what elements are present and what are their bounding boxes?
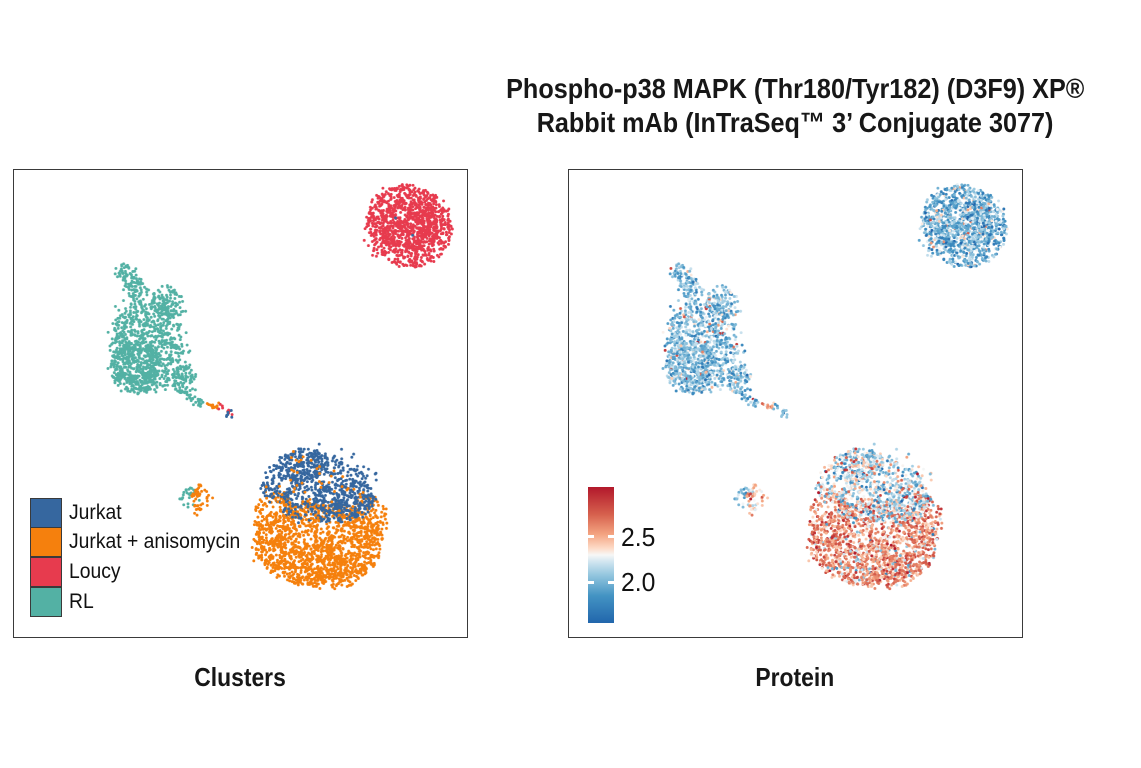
legend-swatch-rl (30, 586, 62, 617)
legend-swatch-jurkat-anisomycin (30, 527, 62, 558)
legend-item-rl: RL (30, 586, 255, 617)
protein-panel (568, 169, 1023, 638)
figure-title-line-2: Rabbit mAb (InTraSeq™ 3’ Conjugate 3077) (536, 107, 1054, 138)
figure-title-line-1: Phospho-p38 MAPK (Thr180/Tyr182) (D3F9) … (505, 73, 1085, 104)
colorbar-tick-2-0-left (588, 580, 594, 584)
figure-title: Phospho-p38 MAPK (Thr180/Tyr182) (D3F9) … (445, 72, 1141, 140)
legend-label-rl: RL (69, 589, 94, 613)
clusters-scatter-canvas (14, 170, 467, 637)
protein-colorbar (588, 487, 614, 623)
legend-swatch-loucy (30, 557, 62, 588)
protein-scatter-canvas (569, 170, 1022, 637)
colorbar-label-2-0: 2.0 (621, 567, 656, 598)
legend-item-jurkat-anisomycin: Jurkat + anisomycin (30, 527, 255, 558)
legend-swatch-jurkat (30, 497, 62, 528)
clusters-axis-label: Clusters (194, 662, 286, 692)
colorbar-tick-2-5-left (588, 535, 594, 539)
legend-item-loucy: Loucy (30, 556, 255, 588)
legend-label-loucy: Loucy (69, 560, 121, 584)
cluster-legend: Jurkat Jurkat + anisomycin Loucy RL (30, 497, 255, 617)
colorbar-tick-2-0-right (608, 580, 614, 584)
colorbar-label-2-5: 2.5 (621, 521, 656, 552)
protein-axis-label: Protein (755, 662, 835, 692)
legend-item-jurkat: Jurkat (30, 497, 255, 528)
legend-label-jurkat: Jurkat (69, 500, 122, 524)
colorbar-tick-2-5-right (608, 535, 614, 539)
clusters-panel (13, 169, 468, 638)
legend-label-jurkat-anisomycin: Jurkat + anisomycin (69, 530, 241, 554)
